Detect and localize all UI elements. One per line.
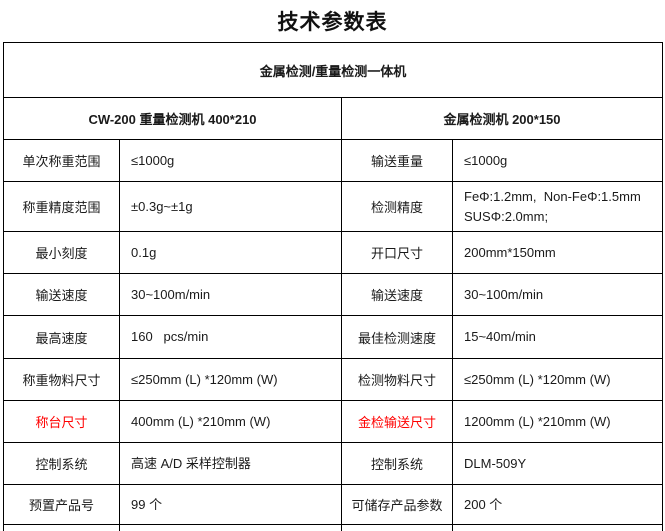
spec-value: 30~100m/min (452, 273, 663, 316)
spec-label: 输送速度 (3, 273, 120, 316)
column-header-checkweigher: CW-200 重量检测机 400*210 (3, 97, 342, 140)
spec-label (3, 524, 120, 531)
spec-value: 200mm*150mm (452, 231, 663, 274)
table-row-highlighted: 称台尺寸 400mm (L) *210mm (W) 金检输送尺寸 1200mm … (3, 400, 663, 443)
spec-label: 可储存产品参数 (341, 484, 453, 525)
spec-value: 200 个 (452, 484, 663, 525)
spec-label: 检测精度 (341, 181, 453, 232)
spec-value: 1200mm (L) *210mm (W) (452, 400, 663, 443)
spec-label: 检测物料尺寸 (341, 358, 453, 401)
spec-value: ≤1000g (452, 139, 663, 182)
spec-label: 最佳检测速度 (341, 315, 453, 359)
spec-value: DLM-509Y (452, 442, 663, 485)
spec-value: 0.1g (119, 231, 342, 274)
spec-label: 预置产品号 (3, 484, 120, 525)
spec-label-highlighted: 称台尺寸 (3, 400, 120, 443)
spec-label: 输送重量 (341, 139, 453, 182)
spec-label: 称重物料尺寸 (3, 358, 120, 401)
spec-label (341, 524, 453, 531)
spec-label: 称重精度范围 (3, 181, 120, 232)
spec-value: ≤1000g (119, 139, 342, 182)
spec-label: 单次称重范围 (3, 139, 120, 182)
spec-value: 高速 A/D 采样控制器 (119, 442, 342, 485)
spec-label: 最高速度 (3, 315, 120, 359)
spec-label: 最小刻度 (3, 231, 120, 274)
table-row: 预置产品号 99 个 可储存产品参数 200 个 (3, 484, 663, 525)
spec-label: 开口尺寸 (341, 231, 453, 274)
column-header-row: CW-200 重量检测机 400*210 金属检测机 200*150 (3, 97, 663, 140)
column-header-metal-detector: 金属检测机 200*150 (341, 97, 663, 140)
spec-label: 控制系统 (341, 442, 453, 485)
table-row: 单次称重范围 ≤1000g 输送重量 ≤1000g (3, 139, 663, 182)
spec-value: 15~40m/min (452, 315, 663, 359)
page-title: 技术参数表 (277, 11, 388, 34)
table-row: 输送速度 30~100m/min 输送速度 30~100m/min (3, 273, 663, 316)
spec-value: 99 个 (119, 484, 342, 525)
table-row: 称重物料尺寸 ≤250mm (L) *120mm (W) 检测物料尺寸 ≤250… (3, 358, 663, 401)
spec-label: 输送速度 (341, 273, 453, 316)
spec-value: FeΦ:1.2mm, Non-FeΦ:1.5mm SUSΦ:2.0mm; (452, 181, 663, 232)
table-row-clipped (3, 524, 663, 531)
spec-table: 金属检测/重量检测一体机 CW-200 重量检测机 400*210 金属检测机 … (3, 42, 663, 531)
spec-value: ≤250mm (L) *120mm (W) (452, 358, 663, 401)
spec-value (119, 524, 342, 531)
table-row: 最小刻度 0.1g 开口尺寸 200mm*150mm (3, 231, 663, 274)
table-row: 控制系统 高速 A/D 采样控制器 控制系统 DLM-509Y (3, 442, 663, 485)
spec-value (452, 524, 663, 531)
spec-value: 160 pcs/min (119, 315, 342, 359)
spec-value: ±0.3g~±1g (119, 181, 342, 232)
spec-value: 30~100m/min (119, 273, 342, 316)
spec-label-highlighted: 金检输送尺寸 (341, 400, 453, 443)
table-row: 最高速度 160 pcs/min 最佳检测速度 15~40m/min (3, 315, 663, 359)
group-header-cell: 金属检测/重量检测一体机 (3, 42, 663, 98)
table-row: 称重精度范围 ±0.3g~±1g 检测精度 FeΦ:1.2mm, Non-FeΦ… (3, 181, 663, 232)
spec-value: 400mm (L) *210mm (W) (119, 400, 342, 443)
spec-label: 控制系统 (3, 442, 120, 485)
spec-value: ≤250mm (L) *120mm (W) (119, 358, 342, 401)
group-header-row: 金属检测/重量检测一体机 (3, 42, 663, 98)
